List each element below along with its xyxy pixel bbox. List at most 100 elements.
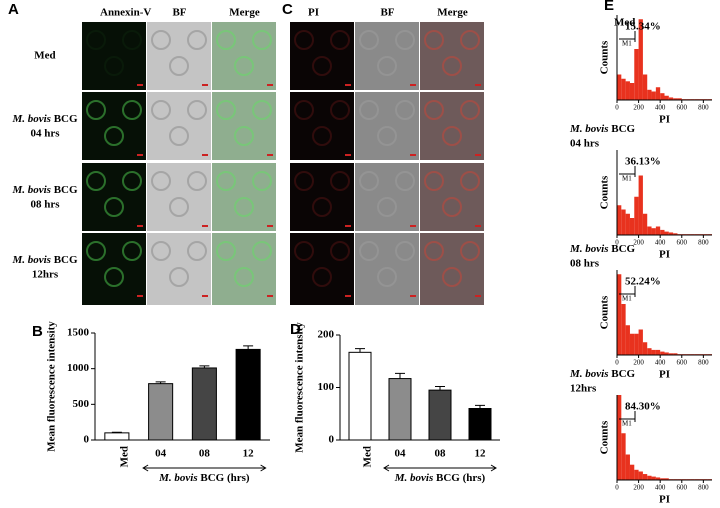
histogram-bar xyxy=(634,49,639,100)
cell xyxy=(330,171,350,191)
scale-bar xyxy=(345,225,351,227)
row-label-line2: 08 hrs xyxy=(30,199,60,211)
histogram-bar xyxy=(621,304,626,355)
histogram-bar xyxy=(655,226,661,235)
y-axis-label: Counts xyxy=(599,295,611,329)
column-header: PI xyxy=(308,7,319,19)
x-tick-label: 800 xyxy=(698,359,709,367)
histogram-label-italic: M. bovis xyxy=(569,368,609,380)
y-tick-label: 0 xyxy=(84,434,90,446)
histogram-bar xyxy=(617,205,622,235)
gate-label: M1 xyxy=(622,295,632,303)
x-axis-label-italic: M. bovis xyxy=(158,472,198,484)
cell xyxy=(151,241,171,261)
row-label-rest: BCG xyxy=(54,184,78,196)
row-label-italic: M. bovis xyxy=(11,113,51,125)
histogram-label-rest: BCG xyxy=(611,243,635,255)
x-tick-label: 800 xyxy=(698,484,709,492)
error-bar xyxy=(355,348,365,353)
histogram-bar xyxy=(617,274,622,355)
bar xyxy=(388,378,412,441)
histogram-bar xyxy=(651,476,656,480)
histogram-bar xyxy=(642,342,648,355)
bracket-arrow xyxy=(383,464,497,472)
bar xyxy=(191,367,217,441)
histogram-bar xyxy=(651,228,656,235)
annotation: 15.34% xyxy=(625,21,661,33)
gate-label: M1 xyxy=(622,420,632,428)
x-tick-label: 400 xyxy=(655,104,666,112)
x-tick-label: 600 xyxy=(677,239,688,247)
row-label: Med xyxy=(34,50,55,62)
error-bar xyxy=(243,345,254,350)
x-axis-label: PI xyxy=(659,369,670,381)
histogram-bar xyxy=(668,232,674,235)
histogram-bar xyxy=(668,97,674,100)
cell xyxy=(234,197,254,217)
cell xyxy=(151,30,171,50)
histogram-bar xyxy=(634,469,639,480)
cell xyxy=(312,126,332,146)
scale-bar xyxy=(475,154,481,156)
x-tick-label: 600 xyxy=(677,484,688,492)
cell xyxy=(377,267,397,287)
row-label-rest: BCG xyxy=(54,254,78,266)
annotation: 52.24% xyxy=(625,276,661,288)
cell xyxy=(442,56,462,76)
histogram-bar xyxy=(642,474,648,480)
histogram-bar xyxy=(647,348,652,355)
cell xyxy=(252,171,272,191)
gate-label: M1 xyxy=(622,175,632,183)
cell xyxy=(104,267,124,287)
error-bar xyxy=(199,365,210,368)
histogram-bar xyxy=(638,175,643,235)
x-tick-label: 0 xyxy=(615,239,619,247)
cell xyxy=(252,30,272,50)
scale-bar xyxy=(345,295,351,297)
histogram-bar xyxy=(664,95,669,100)
histogram-bar xyxy=(617,74,622,100)
histogram-label: M. bovis BCG xyxy=(569,368,636,380)
row-label-italic: M. bovis xyxy=(11,254,51,266)
cell xyxy=(359,171,379,191)
x-axis-label: M. bovis BCG (hrs) xyxy=(394,472,486,484)
histogram-bar xyxy=(655,87,661,100)
cell xyxy=(424,241,444,261)
x-tick-label: 08 xyxy=(199,448,211,460)
cell xyxy=(187,171,207,191)
scale-bar xyxy=(202,295,208,297)
cell xyxy=(395,100,415,120)
histogram-bar xyxy=(655,349,661,355)
y-axis-label: Mean fluorescence intensity xyxy=(46,321,58,452)
cell xyxy=(252,241,272,261)
cell xyxy=(424,100,444,120)
column-header: Merge xyxy=(437,7,468,19)
cell xyxy=(122,30,142,50)
cell xyxy=(330,241,350,261)
cell xyxy=(187,100,207,120)
x-tick-label: 800 xyxy=(698,104,709,112)
histogram-bar xyxy=(634,333,639,355)
column-header: Annexin-V xyxy=(100,7,151,19)
scale-bar xyxy=(345,84,351,86)
cell xyxy=(359,241,379,261)
cell xyxy=(86,30,106,50)
histogram-bar xyxy=(673,98,678,100)
cell xyxy=(377,126,397,146)
x-tick-label: 400 xyxy=(655,359,666,367)
histogram-label: M. bovis BCG xyxy=(569,123,636,135)
cell xyxy=(424,30,444,50)
y-axis-label: Mean fluorescence intensity xyxy=(294,322,306,453)
cell xyxy=(234,267,254,287)
cell xyxy=(252,100,272,120)
scale-bar xyxy=(137,154,143,156)
scale-bar xyxy=(475,295,481,297)
histogram-bar xyxy=(638,471,643,480)
bar xyxy=(235,348,261,441)
panel-label: A xyxy=(8,1,19,18)
scale-bar xyxy=(345,154,351,156)
histogram-bar xyxy=(673,233,678,235)
y-tick-label: 0 xyxy=(329,434,335,446)
panel-label: D xyxy=(290,321,301,338)
bar xyxy=(148,383,174,441)
